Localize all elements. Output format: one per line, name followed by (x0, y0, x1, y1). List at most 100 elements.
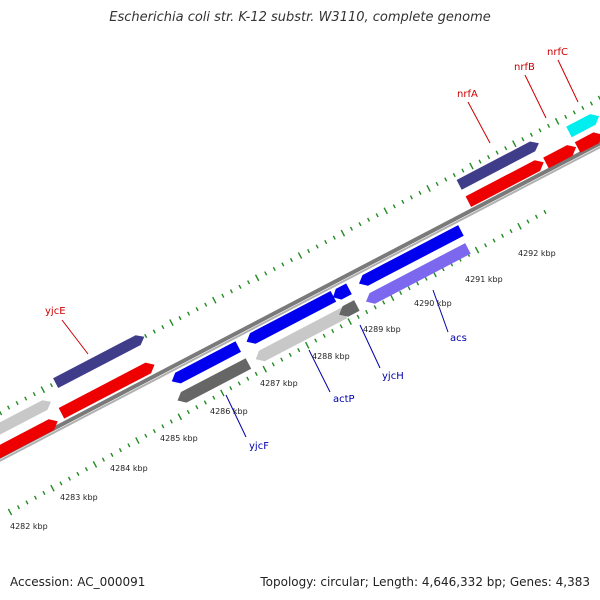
forward-tick-mark (444, 177, 448, 182)
leader-line (467, 101, 491, 144)
forward-tick-mark (340, 229, 346, 237)
genes (0, 114, 600, 459)
forward-tick-mark (478, 159, 482, 164)
forward-tick-mark (0, 410, 3, 416)
reverse-tick-mark (373, 305, 377, 310)
reverse-tick-mark (407, 286, 411, 291)
reverse-tick-mark (59, 481, 63, 486)
gene-forward-arrow (0, 400, 51, 435)
forward-tick-mark (289, 257, 293, 263)
forward-tick-mark (495, 150, 499, 155)
forward-tick-mark (40, 386, 46, 394)
reverse-tick-mark (492, 238, 496, 243)
reverse-tick-mark (101, 457, 105, 462)
reverse-tick-mark (195, 405, 199, 410)
gene-forward-arrow (574, 132, 600, 153)
reverse-tick-mark (84, 467, 88, 472)
reverse-tick-mark (161, 424, 165, 429)
gene-label-reverse: acs (450, 333, 467, 344)
backbone-line (0, 146, 600, 462)
reverse-tick-mark (254, 371, 258, 377)
reverse-tick-mark (237, 381, 241, 386)
forward-tick-mark (564, 114, 568, 119)
forward-tick-mark (32, 392, 36, 397)
gene-label-reverse: yjcH (382, 371, 404, 382)
forward-tick-mark (512, 140, 517, 148)
gene-forward-arrow (0, 419, 58, 459)
reverse-tick-mark (331, 328, 335, 334)
leader-line (61, 319, 89, 355)
gene-actP-arrow (246, 291, 337, 344)
forward-tick-mark (15, 400, 19, 406)
reverse-tick-mark (7, 508, 13, 516)
reverse-tick-mark (474, 246, 480, 254)
reverse-tick-mark (144, 433, 148, 438)
forward-tick-mark (281, 262, 285, 267)
reverse-tick-mark (177, 413, 183, 421)
forward-tick-mark (367, 217, 371, 222)
forward-tick-mark (409, 195, 413, 200)
gene-yjcH-arrow (339, 300, 360, 317)
gene-label-reverse: yjcF (249, 441, 269, 452)
tick-label: 4285 kbp (160, 434, 198, 443)
reverse-tick-mark (347, 318, 352, 325)
forward-tick-mark (529, 132, 533, 137)
tick-label: 4289 kbp (363, 325, 401, 334)
leader-line (524, 74, 547, 119)
gene-label-forward: nrfB (514, 62, 535, 73)
gene-label-forward: yjcE (45, 306, 66, 317)
forward-tick-mark (418, 190, 422, 195)
forward-tick-mark (461, 168, 465, 173)
reverse-tick-mark (271, 362, 275, 367)
forward-tick-mark (547, 123, 551, 128)
forward-tick-mark (161, 324, 165, 330)
forward-tick-mark (554, 117, 560, 125)
forward-tick-mark (426, 185, 431, 192)
forward-tick-mark (452, 172, 456, 178)
labels: 4282 kbp 4283 kbp 4284 kbp 4285 kbp 4286 kbp… (10, 47, 568, 531)
forward-tick-mark (597, 95, 600, 101)
reverse-tick-mark (16, 505, 21, 510)
reverse-tick-mark (186, 409, 190, 415)
leader-lines (61, 59, 579, 438)
tick-label: 4292 kbp (518, 249, 556, 258)
reverse-tick-mark (382, 300, 386, 305)
reverse-tick-mark (212, 395, 216, 400)
reverse-tick-mark (517, 222, 522, 230)
gene-forward-arrow (465, 160, 544, 207)
forward-tick-mark (254, 274, 260, 282)
reverse-tick-mark (314, 338, 318, 343)
reverse-tick-mark (280, 357, 284, 362)
reverse-tick-mark (118, 447, 122, 453)
leader-line (359, 324, 381, 369)
tick-label: 4286 kbp (210, 407, 248, 416)
forward-tick-mark (324, 239, 328, 245)
forward-tick-mark (487, 155, 491, 160)
forward-tick-mark (469, 162, 474, 170)
forward-tick-mark (264, 271, 268, 276)
reverse-tick-mark (389, 294, 395, 302)
reverse-tick-mark (509, 228, 513, 234)
forward-tick-mark (247, 280, 251, 285)
accession-text: Accession: AC_000091 (10, 575, 146, 589)
reverse-tick-mark (534, 214, 539, 219)
forward-tick-mark (152, 329, 156, 334)
reverse-tick-mark (339, 324, 343, 329)
forward-tick-mark (24, 396, 28, 401)
forward-tick-mark (297, 252, 303, 259)
reverse-tick-mark (110, 452, 114, 457)
tick-label: 4287 kbp (260, 379, 298, 388)
reverse-tick-mark (33, 495, 38, 500)
reverse-tick-mark (297, 347, 301, 353)
reverse-tick-mark (500, 233, 505, 238)
forward-tick-mark (238, 284, 242, 289)
reverse-tick-mark (67, 476, 71, 481)
forward-tick-mark (204, 302, 208, 307)
reverse-tick-mark (127, 443, 131, 448)
reverse-tick-mark (304, 341, 310, 349)
reverse-tick-mark (526, 219, 530, 224)
forward-tick-mark (572, 110, 576, 115)
gene-nrfB-arrow (543, 145, 577, 169)
tick-label: 4283 kbp (60, 493, 98, 502)
